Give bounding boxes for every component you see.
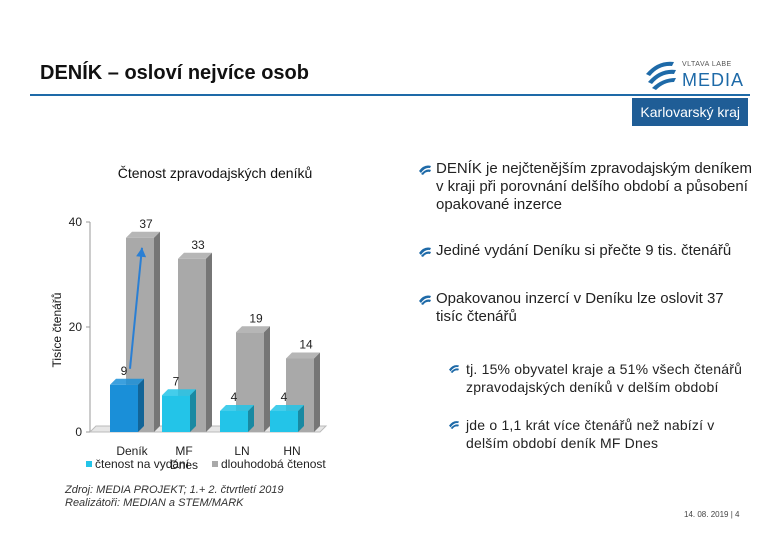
footer: 14. 08. 2019 | 4 [684, 510, 739, 519]
sub-bullet-item: jde o 1,1 krát více čtenářů než nabízí v… [448, 416, 756, 452]
bar-per-issue [110, 378, 144, 432]
data-label: 4 [281, 390, 288, 404]
data-label: 7 [173, 374, 180, 388]
data-label: 37 [139, 217, 153, 231]
source-line: Zdroj: MEDIA PROJEKT; 1.+ 2. čtvrtletí 2… [65, 484, 284, 496]
bullet-item: DENÍK je nejčtenějším zpravodajským dení… [418, 160, 754, 214]
logo-wave-icon [646, 61, 676, 90]
legend-swatch [212, 461, 218, 467]
y-tick-label: 0 [75, 425, 82, 439]
bullet-text: Opakovanou inzercí v Deníku lze oslovit … [436, 290, 724, 325]
footer-page: 4 [735, 510, 740, 519]
category-label: HN [283, 444, 300, 458]
data-label: 19 [249, 311, 263, 325]
readership-chart: Čtenost zpravodajských deníků Tisíce čte… [50, 165, 328, 472]
bullet-wave-icon [419, 247, 431, 257]
bullet-wave-icon [419, 165, 431, 175]
category-label: Dnes [170, 458, 198, 472]
logo-text-top: VLTAVA LABE [682, 61, 732, 68]
bullet-item: Opakovanou inzercí v Deníku lze oslovit … [418, 290, 736, 326]
y-tick-label: 20 [69, 320, 83, 334]
company-logo: VLTAVA LABE MEDIA [646, 61, 744, 90]
sub-bullet-wave-icon [449, 365, 459, 373]
page-title: DENÍK – osloví nejvíce osob [40, 62, 309, 84]
bullet-text: Jediné vydání Deníku si přečte 9 tis. čt… [436, 242, 732, 259]
category-label: LN [234, 444, 249, 458]
chart-legend: čtenost na vydání dlouhodobá čtenost [86, 457, 326, 471]
bar-per-issue [220, 405, 254, 432]
source-note: Zdroj: MEDIA PROJEKT; 1.+ 2. čtvrtletí 2… [65, 484, 284, 510]
header-rule [30, 94, 750, 96]
legend-label: čtenost na vydání [95, 457, 190, 471]
data-label: 4 [231, 390, 238, 404]
chart-title: Čtenost zpravodajských deníků [118, 165, 313, 181]
region-badge: Karlovarský kraj [632, 98, 748, 126]
footer-date: 14. 08. 2019 [684, 510, 729, 519]
sub-bullet-wave-icon [449, 421, 459, 429]
bullet-text: tj. 15% obyvatel kraje a 51% všech čtená… [466, 361, 743, 395]
chart-bars [110, 231, 320, 432]
legend-label: dlouhodobá čtenost [221, 457, 326, 471]
bullet-item: Jediné vydání Deníku si přečte 9 tis. čt… [418, 242, 754, 260]
bullet-text: jde o 1,1 krát více čtenářů než nabízí v… [466, 417, 715, 451]
bar-per-issue [162, 389, 196, 432]
source-line: Realizátoři: MEDIAN a STEM/MARK [65, 497, 244, 509]
bullet-wave-icon [419, 295, 431, 305]
growth-arrow-icon [129, 247, 147, 369]
footer-separator: | [730, 510, 733, 519]
data-label: 14 [299, 338, 313, 352]
data-label: 33 [191, 238, 205, 252]
y-tick-label: 40 [69, 215, 83, 229]
legend-swatch [86, 461, 92, 467]
data-label: 9 [121, 364, 128, 378]
category-label: MF [175, 444, 192, 458]
category-label: Deník [116, 444, 148, 458]
y-axis-label: Tisíce čtenářů [50, 293, 64, 368]
bar-per-issue [270, 405, 304, 432]
sub-bullet-item: tj. 15% obyvatel kraje a 51% všech čtená… [448, 360, 756, 396]
logo-text-bottom: MEDIA [682, 70, 744, 90]
bullet-text: DENÍK je nejčtenějším zpravodajským dení… [436, 160, 752, 213]
